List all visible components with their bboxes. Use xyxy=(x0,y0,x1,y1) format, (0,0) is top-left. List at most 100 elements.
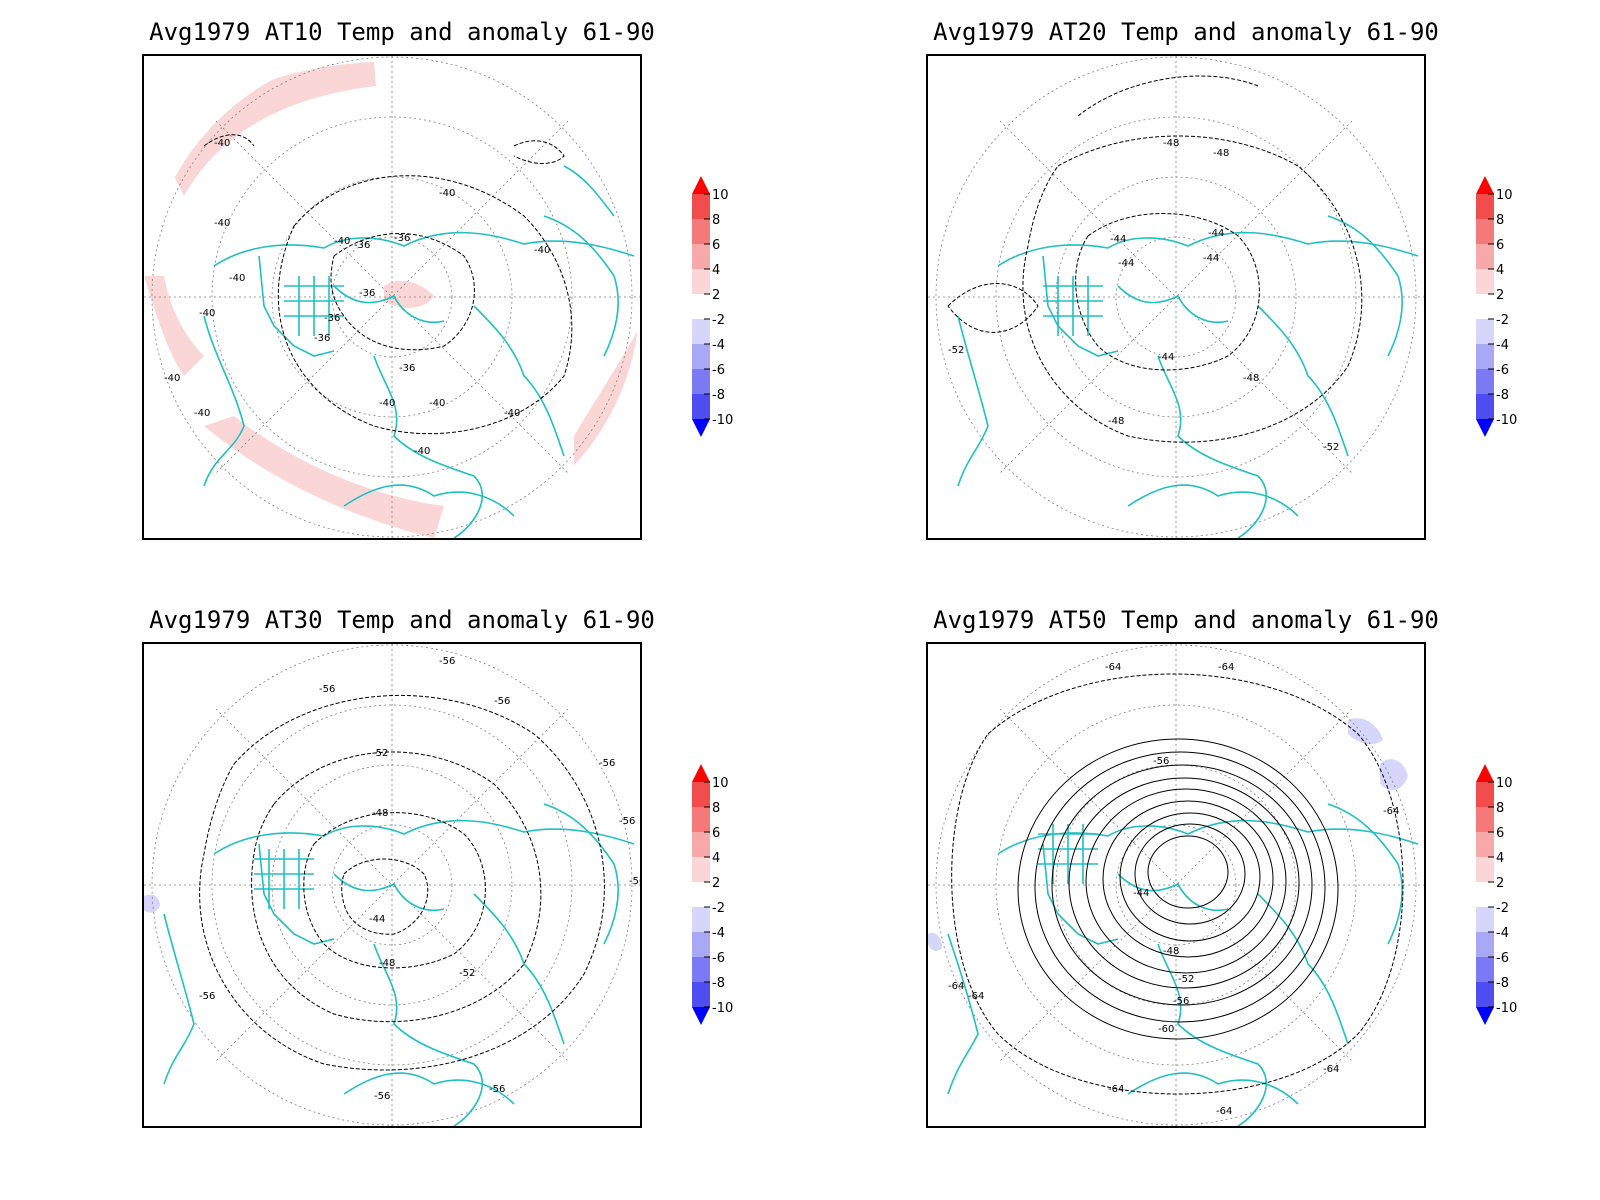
colorbar-segment xyxy=(1476,244,1494,269)
panel-at10: Avg1979 AT10 Temp and anomaly 61-90 xyxy=(142,18,902,578)
contour-label: -40 xyxy=(199,308,215,319)
polar-map-svg: -56 -56 -56 -52 -48 -44 -48 -52 -56 -56 … xyxy=(144,644,640,1126)
colorbar-tick-label: -8 xyxy=(1496,388,1509,403)
colorbar-tick-label: 4 xyxy=(1496,851,1504,866)
panel-at30: Avg1979 AT30 Temp and anomaly 61-90 xyxy=(142,606,902,1166)
colorbar-tick-label: 8 xyxy=(1496,213,1504,228)
polar-map: -48 -48 -44 -44 -44 -44 -44 -48 -48 -52 … xyxy=(926,54,1426,540)
contour-label: -48 xyxy=(1213,148,1229,159)
colorbar-tick-label: 6 xyxy=(712,238,720,253)
contour-label: -64 xyxy=(1218,662,1234,673)
colorbar-segment xyxy=(1476,294,1494,319)
contour-label: -44 xyxy=(1118,258,1134,269)
colorbar-segment xyxy=(1476,882,1494,907)
contour-label-group: -48 -48 -44 -44 -44 -44 -44 -48 -48 -52 … xyxy=(948,138,1339,453)
colorbar-segment xyxy=(692,319,710,344)
colorbar-tick-label: 4 xyxy=(712,263,720,278)
contour-label-group: -40 -40 -40 -40 -36 -36 -36 -36 -36 -36 … xyxy=(164,138,550,457)
colorbar-ticks: 10 8 6 4 2 -2 -4 -6 -8 -10 xyxy=(1488,776,1517,1016)
temperature-contours xyxy=(199,694,605,1071)
contour-label: -48 xyxy=(1163,138,1179,149)
contour-label: -56 xyxy=(319,684,335,695)
colorbar-segment xyxy=(1476,394,1494,419)
colorbar-segment xyxy=(1476,344,1494,369)
temperature-contours xyxy=(951,673,1404,1095)
contour-label: -40 xyxy=(414,446,430,457)
colorbar-svg: 10 8 6 4 2 -2 -4 -6 -8 -10 xyxy=(1476,176,1517,437)
colorbar-segment xyxy=(1476,982,1494,1007)
contour-label: -40 xyxy=(334,236,350,247)
colorbar-ticks: 10 8 6 4 2 -2 -4 -6 -8 -10 xyxy=(704,188,733,428)
contour-label: -40 xyxy=(214,218,230,229)
contour-label: -44 xyxy=(1158,352,1174,363)
colorbar-segment xyxy=(1476,907,1494,932)
contour-label: -56 xyxy=(1173,996,1189,1007)
colorbar-ticks: 10 8 6 4 2 -2 -4 -6 -8 -10 xyxy=(704,776,733,1016)
contour-label: -56 xyxy=(599,758,615,769)
panel-title: Avg1979 AT10 Temp and anomaly 61-90 xyxy=(149,18,655,46)
colorbar-tick-label: -2 xyxy=(712,901,725,916)
colorbar-segment xyxy=(692,344,710,369)
contour-label: -48 xyxy=(1243,373,1259,384)
colorbar-segment xyxy=(692,394,710,419)
colorbar-svg: 10 8 6 4 2 -2 -4 -6 -8 -10 xyxy=(1476,764,1517,1025)
colorbar-swatches xyxy=(692,176,710,437)
polar-map: -40 -40 -40 -40 -36 -36 -36 -36 -36 -36 … xyxy=(142,54,642,540)
colorbar-arrow-bottom xyxy=(692,1007,710,1025)
coastlines xyxy=(947,803,1419,1126)
colorbar-segment xyxy=(692,907,710,932)
colorbar-segment xyxy=(692,857,710,882)
colorbar-tick-label: -4 xyxy=(712,338,725,353)
colorbar: 10 8 6 4 2 -2 -4 -6 -8 -10 xyxy=(1474,762,1544,1042)
contour-label: -64 xyxy=(1383,806,1399,817)
colorbar-swatches xyxy=(1476,764,1494,1025)
panel-at50: Avg1979 AT50 Temp and anomaly 61-90 xyxy=(926,606,1600,1166)
contour-label: -52 xyxy=(1178,974,1194,985)
panel-title: Avg1979 AT50 Temp and anomaly 61-90 xyxy=(933,606,1439,634)
colorbar-segment xyxy=(692,294,710,319)
colorbar-tick-label: 10 xyxy=(1496,776,1513,791)
contour-label: -48 xyxy=(1108,416,1124,427)
colorbar-segment xyxy=(1476,194,1494,219)
colorbar-tick-label: -6 xyxy=(1496,363,1509,378)
colorbar-tick-label: -2 xyxy=(712,313,725,328)
colorbar-segment xyxy=(692,269,710,294)
coastlines xyxy=(957,215,1419,538)
contour-label: -44 xyxy=(1133,888,1149,899)
colorbar-tick-label: -10 xyxy=(1496,1001,1517,1016)
colorbar-tick-label: 8 xyxy=(712,213,720,228)
contour-label: -52 xyxy=(1323,442,1339,453)
contour-label: -36 xyxy=(394,233,410,244)
colorbar-segment xyxy=(1476,219,1494,244)
contour-label: -64 xyxy=(1216,1106,1232,1117)
contour-label: -36 xyxy=(324,313,340,324)
colorbar-tick-label: -8 xyxy=(712,388,725,403)
colorbar-tick-label: -4 xyxy=(1496,338,1509,353)
colorbar-svg: 10 8 6 4 2 -2 -4 -6 -8 -10 xyxy=(692,176,733,437)
colorbar-segment xyxy=(1476,319,1494,344)
colorbar-arrow-top xyxy=(1476,764,1494,782)
colorbar-segment xyxy=(692,807,710,832)
contour-label: -56 xyxy=(629,876,640,887)
contour-label: -56 xyxy=(619,816,635,827)
colorbar-segment xyxy=(1476,782,1494,807)
contour-label: -64 xyxy=(968,991,984,1002)
temperature-contours-inner xyxy=(1017,738,1339,1040)
colorbar-tick-label: 6 xyxy=(1496,238,1504,253)
contour-label: -56 xyxy=(494,696,510,707)
colorbar-tick-label: -10 xyxy=(1496,413,1517,428)
colorbar-segment xyxy=(692,932,710,957)
colorbar-arrow-top xyxy=(692,764,710,782)
colorbar-tick-label: -4 xyxy=(1496,926,1509,941)
colorbar-tick-label: 10 xyxy=(712,188,729,203)
contour-label: -40 xyxy=(194,408,210,419)
colorbar-tick-label: -2 xyxy=(1496,901,1509,916)
contour-label: -44 xyxy=(369,914,385,925)
colorbar-segment xyxy=(692,194,710,219)
temperature-contours xyxy=(203,134,573,435)
contour-label: -60 xyxy=(1158,1024,1174,1035)
colorbar-tick-label: 6 xyxy=(712,826,720,841)
contour-label: -44 xyxy=(1208,228,1224,239)
colorbar: 10 8 6 4 2 -2 -4 -6 -8 -10 xyxy=(690,762,760,1042)
contour-label: -40 xyxy=(429,398,445,409)
